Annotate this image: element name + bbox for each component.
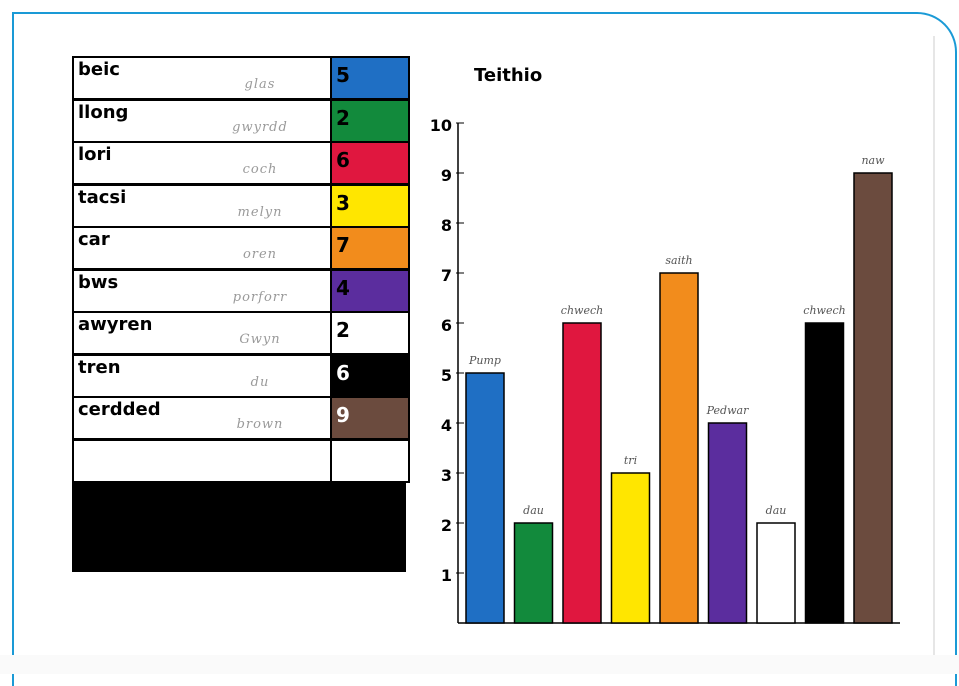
word-cell: tren du	[72, 353, 332, 398]
colour-name: du	[250, 374, 270, 390]
table-row	[72, 438, 410, 483]
count-number: 2	[336, 105, 350, 130]
y-tick-label: 6	[441, 316, 452, 335]
count-number: 7	[336, 233, 350, 257]
bar	[610, 472, 651, 624]
bar-label: tri	[624, 454, 637, 467]
bar	[562, 322, 602, 624]
transport-word: tren	[78, 356, 121, 378]
table-row: lori coch 6	[72, 141, 410, 185]
y-tick-label: 7	[441, 266, 452, 285]
word-cell: llong gwyrdd	[72, 98, 332, 143]
word-cell: car oren	[72, 226, 332, 270]
word-cell: tacsi melyn	[72, 183, 332, 228]
colour-name: brown	[236, 417, 284, 432]
y-tick-label: 3	[441, 466, 452, 485]
transport-word: bws	[78, 271, 119, 293]
colour-name: porforr	[232, 289, 288, 305]
colour-name: gwyrdd	[232, 119, 288, 135]
bar-label: saith	[665, 254, 692, 267]
bar-label: dau	[523, 504, 544, 517]
bar	[513, 522, 554, 624]
number-cell: 3	[330, 183, 410, 228]
count-number: 3	[336, 190, 350, 215]
transport-word: lori	[78, 144, 112, 165]
transport-word: beic	[78, 59, 120, 80]
bar	[659, 272, 699, 624]
bar	[804, 322, 845, 624]
colour-name: glas	[244, 77, 276, 92]
y-tick-label: 10	[430, 116, 452, 135]
bar	[465, 372, 505, 624]
number-cell: 2	[330, 98, 410, 143]
count-number: 2	[336, 318, 350, 342]
number-cell: 9	[330, 396, 410, 440]
transport-word: cerdded	[78, 399, 161, 420]
word-cell: awyren Gwyn	[72, 311, 332, 355]
number-cell: 6	[330, 141, 410, 185]
bar	[756, 522, 796, 624]
table-row: cerdded brown 9	[72, 396, 410, 440]
count-number: 6	[336, 148, 350, 172]
colour-name: melyn	[237, 204, 283, 220]
bar-label: dau	[766, 504, 787, 517]
table-row: tacsi melyn 3	[72, 183, 410, 228]
page-frame	[12, 12, 957, 686]
colour-name: Gwyn	[239, 332, 281, 347]
bar	[707, 422, 748, 624]
table-row: awyren Gwyn 2	[72, 311, 410, 355]
colour-name: coch	[242, 162, 278, 177]
y-tick-label: 1	[441, 566, 452, 585]
count-number: 6	[336, 360, 350, 385]
number-cell: 2	[330, 311, 410, 355]
table-row: car oren 7	[72, 226, 410, 270]
colour-name: oren	[242, 247, 278, 262]
y-tick-label: 4	[441, 416, 452, 435]
word-cell: cerdded brown	[72, 396, 332, 440]
y-tick-label: 9	[441, 166, 452, 185]
table-row: tren du 6	[72, 353, 410, 398]
number-cell: 4	[330, 268, 410, 313]
table-row: beic glas 5	[72, 56, 410, 100]
table-row: bws porforr 4	[72, 268, 410, 313]
table-row: llong gwyrdd 2	[72, 98, 410, 143]
bar-label: chwech	[803, 304, 845, 317]
bar-label: naw	[861, 154, 885, 167]
number-cell: 6	[330, 353, 410, 398]
transport-word: car	[78, 229, 110, 250]
count-number: 5	[336, 63, 350, 87]
chart-title: Teithio	[474, 65, 543, 86]
y-tick-label: 5	[441, 366, 452, 385]
bar	[853, 172, 893, 624]
word-cell	[72, 438, 332, 483]
bar-label: chwech	[561, 304, 603, 317]
bar-label: Pump	[468, 354, 501, 367]
number-cell: 7	[330, 226, 410, 270]
y-tick-label: 2	[441, 516, 452, 535]
word-cell: lori coch	[72, 141, 332, 185]
y-tick-label: 8	[441, 216, 452, 235]
transport-word: tacsi	[78, 186, 127, 208]
number-cell	[330, 438, 410, 483]
count-number: 9	[336, 403, 350, 427]
bottom-strip	[0, 655, 959, 674]
colour-table: beic glas 5 llong gwyrdd 2 lori coch 6 tacsi melyn…	[72, 56, 410, 483]
transport-word: awyren	[78, 314, 153, 335]
number-cell: 5	[330, 56, 410, 100]
transport-word: llong	[78, 101, 129, 123]
bar-label: Pedwar	[706, 404, 749, 417]
count-number: 4	[336, 275, 350, 300]
word-cell: beic glas	[72, 56, 332, 100]
bar-chart: 1 2 3 4 5 6 7 8 9 10 Pump dau chwech tri saith Pedwar da…	[430, 116, 900, 624]
table-black-block	[72, 481, 406, 572]
word-cell: bws porforr	[72, 268, 332, 313]
card-edge	[933, 36, 935, 656]
